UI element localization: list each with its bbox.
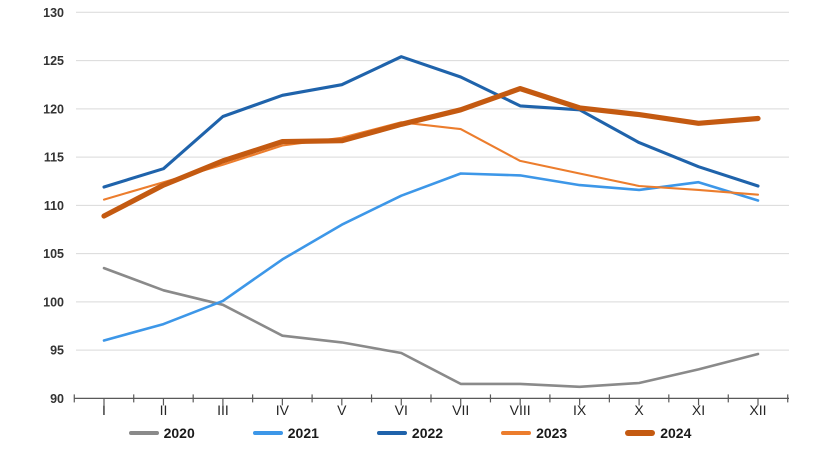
- legend-swatch-2022: [376, 431, 407, 435]
- chart-legend: 2020 2021 2022 2023 2024: [0, 420, 820, 446]
- y-axis-tick-label: 120: [43, 102, 64, 116]
- x-axis-tick-label: IV: [276, 402, 290, 418]
- y-axis-tick-label: 110: [44, 199, 64, 213]
- y-axis-tick-label: 90: [50, 392, 64, 406]
- series-line-2020: [102, 266, 760, 389]
- x-axis-tick-label: III: [217, 402, 229, 418]
- legend-swatch-2020: [128, 431, 159, 435]
- legend-label: 2022: [411, 425, 444, 441]
- legend-item-2023[interactable]: 2023: [501, 426, 567, 440]
- series-line-2024: [101, 85, 761, 219]
- y-axis-tick-label: 105: [43, 247, 64, 261]
- y-axis-tick-label: 100: [43, 295, 64, 309]
- legend-item-2020[interactable]: 2020: [128, 425, 195, 441]
- legend-swatch-2023: [501, 431, 532, 435]
- y-axis-tick-label: 125: [43, 54, 64, 68]
- x-axis-tick-label: VIII: [510, 402, 531, 418]
- legend-label: 2023: [536, 425, 568, 441]
- series-line-2022: [102, 55, 760, 189]
- legend-item-2024[interactable]: 2024: [625, 426, 691, 440]
- x-axis-tick-label: IX: [573, 402, 587, 418]
- x-axis-tick-label: VII: [452, 402, 469, 418]
- y-axis-tick-label: 130: [43, 6, 64, 20]
- x-axis-tick-label: XII: [749, 402, 766, 418]
- legend-item-2022[interactable]: 2022: [376, 425, 444, 441]
- x-axis-tick-label: VI: [395, 402, 408, 418]
- y-axis-tick-label: 95: [50, 344, 64, 358]
- x-axis-tick-label: V: [337, 402, 347, 418]
- x-axis-tick-label: I: [102, 402, 106, 418]
- x-axis-tick-label: X: [634, 402, 644, 418]
- legend-label: 2024: [660, 425, 692, 441]
- series-line-2021: [102, 172, 760, 342]
- x-axis-tick-label: II: [160, 402, 168, 418]
- y-axis-tick-label: 115: [44, 151, 64, 165]
- legend-swatch-2021: [252, 431, 283, 435]
- x-axis-tick-label: XI: [692, 402, 705, 418]
- legend-item-2021[interactable]: 2021: [252, 425, 319, 441]
- legend-swatch-2024: [625, 430, 656, 436]
- legend-label: 2020: [163, 425, 195, 441]
- legend-label: 2021: [287, 425, 319, 441]
